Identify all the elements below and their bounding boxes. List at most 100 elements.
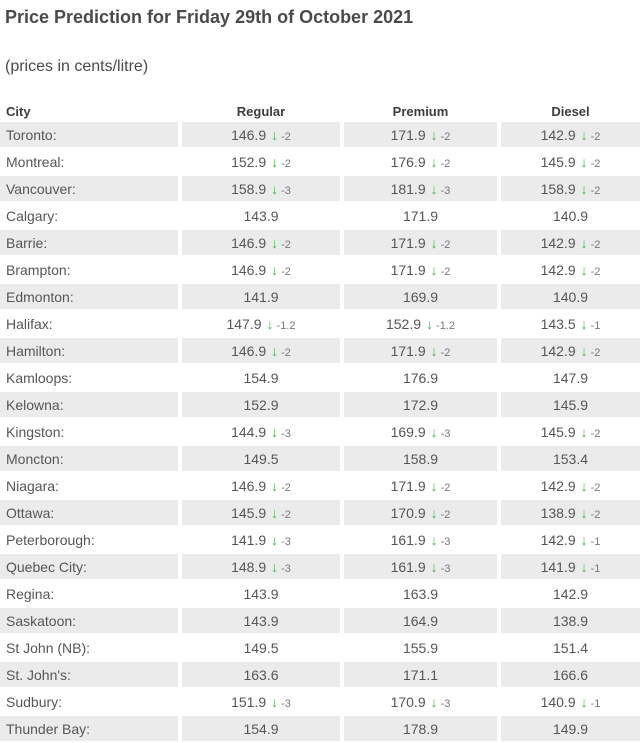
regular-price-cell: 146.9 ↓ -2	[182, 230, 340, 255]
price-change: -2	[440, 508, 451, 521]
diesel-price-cell: 145.9 ↓ -2	[501, 149, 640, 174]
table-row: Saskatoon: 143.9 164.9 138.9	[0, 608, 640, 633]
price-value: 166.6	[552, 666, 589, 683]
price-change: -3	[440, 697, 451, 710]
diesel-price-cell: 141.9 ↓ -1	[501, 554, 640, 579]
down-arrow-icon: ↓	[580, 423, 588, 440]
price-value: 145.9	[540, 423, 576, 440]
price-change: -1.2	[276, 319, 296, 332]
price-value: 163.6	[243, 666, 279, 683]
regular-price-cell: 145.9 ↓ -2	[182, 500, 340, 525]
column-header-regular: Regular	[236, 103, 286, 119]
city-cell: Peterborough:	[6, 531, 95, 548]
price-value: 145.9	[231, 504, 267, 521]
table-row: Vancouver: 158.9 ↓ -3 181.9 ↓ -3 158.9 ↓ -2	[0, 176, 640, 201]
price-value: 171.9	[390, 126, 426, 143]
price-value: 143.5	[540, 315, 576, 332]
table-row: Sudbury: 151.9 ↓ -3 170.9 ↓ -3 140.9 ↓ -1	[0, 689, 640, 714]
premium-price-cell: 181.9 ↓ -3	[344, 176, 497, 201]
regular-price-cell: 146.9 ↓ -2	[182, 122, 340, 147]
price-value: 142.9	[540, 261, 576, 278]
city-cell: St. John's:	[0, 662, 178, 687]
city-cell: Ottawa:	[0, 500, 178, 525]
header-row: City Regular Premium Diesel	[0, 102, 640, 120]
price-value: 143.9	[243, 612, 279, 629]
price-value: 147.9	[552, 369, 589, 386]
diesel-price-cell: 142.9 ↓ -2	[501, 122, 640, 147]
price-value: 141.9	[243, 288, 279, 305]
price-change: -2	[590, 346, 601, 359]
city-cell: Halifax:	[6, 315, 53, 332]
units-subtitle: (prices in cents/litre)	[5, 58, 149, 75]
premium-price-cell: 170.9 ↓ -2	[344, 500, 497, 525]
regular-price-cell: 141.9 ↓ -3	[182, 527, 340, 552]
price-value: 143.9	[243, 585, 279, 602]
city-cell: Quebec City:	[0, 554, 178, 579]
city-cell: Thunder Bay:	[0, 716, 178, 741]
regular-price-cell: 149.5	[182, 635, 340, 660]
city-cell: Kingston:	[6, 423, 65, 440]
city-cell: St John (NB):	[6, 639, 91, 656]
price-value: 146.9	[231, 126, 267, 143]
down-arrow-icon: ↓	[271, 504, 279, 521]
price-value: 146.9	[231, 477, 267, 494]
down-arrow-icon: ↓	[580, 261, 588, 278]
price-value: 176.9	[390, 153, 426, 170]
regular-price-cell: 148.9 ↓ -3	[182, 554, 340, 579]
price-change: -3	[440, 535, 451, 548]
price-value: 151.9	[231, 693, 267, 710]
city-cell: Sudbury:	[6, 693, 63, 710]
price-value: 170.9	[390, 693, 426, 710]
table-row: Kelowna: 152.9 172.9 145.9	[0, 392, 640, 417]
table-row: St John (NB): 149.5 155.9 151.4	[0, 635, 640, 660]
down-arrow-icon: ↓	[430, 234, 438, 251]
price-value: 171.9	[390, 342, 426, 359]
price-value: 181.9	[390, 180, 426, 197]
regular-price-cell: 149.5	[182, 446, 340, 471]
price-change: -2	[281, 346, 291, 359]
price-change: -2	[281, 265, 291, 278]
price-value: 154.9	[243, 720, 279, 737]
regular-price-cell: 143.9	[182, 203, 340, 228]
price-value: 154.9	[243, 369, 279, 386]
price-change: -2	[440, 346, 451, 359]
diesel-price-cell: 147.9	[501, 365, 640, 390]
down-arrow-icon: ↓	[430, 423, 438, 440]
city-cell: Vancouver:	[0, 176, 178, 201]
diesel-price-cell: 151.4	[501, 635, 640, 660]
price-value: 158.9	[231, 180, 267, 197]
down-arrow-icon: ↓	[580, 126, 588, 143]
diesel-price-cell: 142.9 ↓ -2	[501, 230, 640, 255]
city-cell: Montreal:	[6, 153, 65, 170]
page-title: Price Prediction for Friday 29th of Octo…	[5, 7, 414, 27]
regular-price-cell: 146.9 ↓ -2	[182, 257, 340, 282]
price-value: 142.9	[540, 531, 576, 548]
down-arrow-icon: ↓	[430, 261, 438, 278]
price-change: -2	[281, 238, 291, 251]
city-cell: Toronto:	[0, 122, 178, 147]
table-row: Regina: 143.9 163.9 142.9	[0, 581, 640, 606]
price-prediction-table: City Regular Premium Diesel Toronto: 146.…	[0, 100, 640, 743]
column-header-premium: Premium	[392, 103, 449, 119]
price-value: 140.9	[540, 693, 576, 710]
price-value: 147.9	[226, 315, 262, 332]
price-value: 138.9	[552, 612, 589, 629]
premium-price-cell: 171.9 ↓ -2	[344, 473, 497, 498]
city-cell: Niagara:	[6, 477, 59, 494]
table-row: Calgary: 143.9 171.9 140.9	[0, 203, 640, 228]
price-change: -2	[281, 130, 291, 143]
price-change: -2	[590, 157, 601, 170]
price-value: 161.9	[390, 531, 426, 548]
city-cell: Brampton:	[6, 261, 71, 278]
down-arrow-icon: ↓	[271, 423, 279, 440]
price-value: 169.9	[402, 288, 439, 305]
regular-price-cell: 154.9	[182, 716, 340, 741]
table-row: Barrie: 146.9 ↓ -2 171.9 ↓ -2 142.9 ↓ -2	[0, 230, 640, 255]
premium-price-cell: 155.9	[344, 635, 497, 660]
price-value: 140.9	[552, 288, 589, 305]
price-change: -1.2	[436, 319, 455, 332]
diesel-price-cell: 153.4	[501, 446, 640, 471]
down-arrow-icon: ↓	[430, 477, 438, 494]
price-value: 176.9	[402, 369, 439, 386]
premium-price-cell: 152.9 ↓ -1.2	[344, 311, 497, 336]
